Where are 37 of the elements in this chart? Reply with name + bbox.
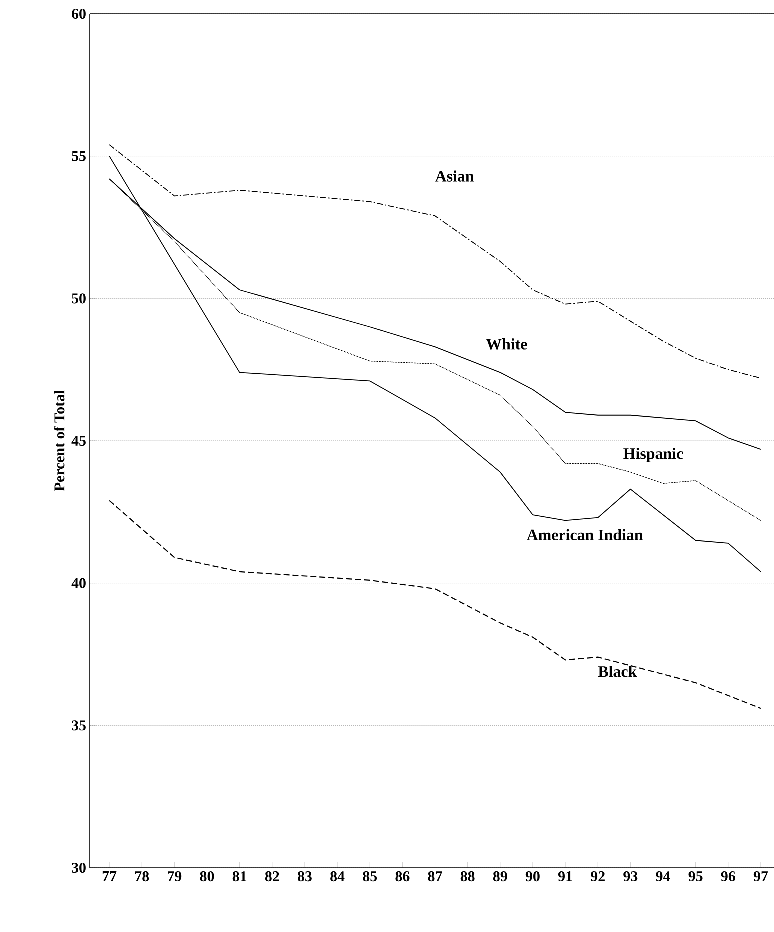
line-series: [109, 156, 762, 572]
x-tick-label: 90: [526, 872, 540, 882]
x-tick-label: 78: [136, 872, 150, 882]
x-tick-label: 97: [754, 872, 768, 882]
x-tick-label: 88: [460, 872, 475, 882]
x-tick-label: 92: [591, 872, 605, 882]
y-tick-label: 45: [72, 436, 86, 446]
x-tick-label: 84: [330, 872, 345, 882]
x-tick-label: 91: [558, 872, 572, 882]
y-tick-label: 50: [72, 294, 86, 304]
x-tick-label: 79: [168, 872, 182, 882]
x-tick-label: 86: [396, 872, 410, 882]
x-tick-label: 95: [688, 872, 703, 882]
x-tick-label: 89: [493, 872, 508, 882]
y-tick-label: 40: [72, 578, 86, 588]
x-tick-label: 94: [656, 872, 670, 882]
series-label: Black: [598, 666, 638, 678]
x-tick-label: 87: [428, 872, 442, 882]
x-tick-label: 96: [721, 872, 736, 882]
y-tick-label: 55: [72, 151, 86, 162]
y-axis-title: Percent of Total: [54, 390, 65, 492]
x-tick-label: 85: [363, 872, 378, 882]
x-tick-label: 93: [624, 872, 638, 882]
line-series: [109, 144, 762, 379]
y-tick-label: 30: [72, 862, 86, 874]
y-tick-label: 35: [72, 720, 86, 731]
x-tick-label: 82: [265, 872, 280, 882]
x-tick-label: 77: [102, 872, 117, 882]
series-label: White: [486, 338, 528, 350]
text: Asian: [435, 170, 474, 182]
x-tick-label: 83: [298, 872, 312, 882]
x-tick-label: 80: [200, 872, 214, 882]
x-tick-label: 81: [232, 872, 247, 882]
y-tick-label: 60: [72, 8, 86, 20]
series-label: American Indian: [527, 529, 644, 541]
series-label: Hispanic: [624, 448, 684, 462]
line-series: [108, 500, 762, 710]
